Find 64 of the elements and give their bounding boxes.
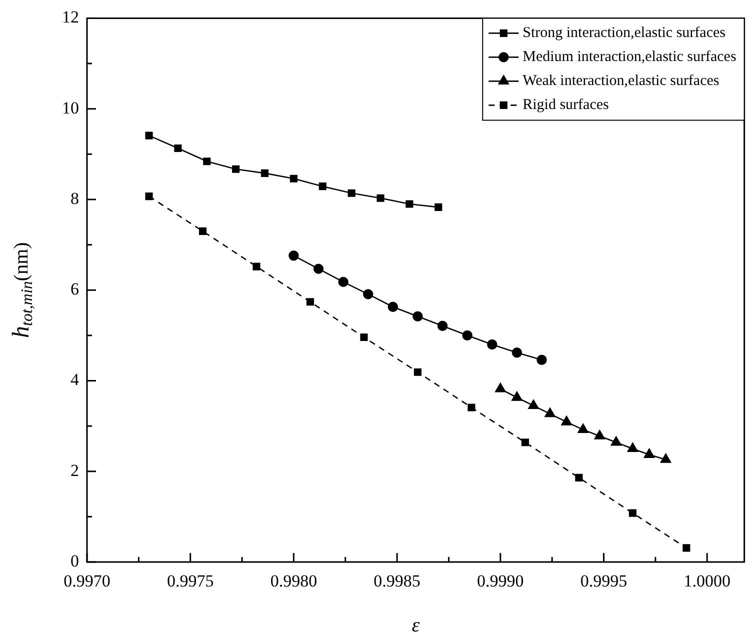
legend-label: Strong interaction,elastic surfaces [522,25,726,42]
y-tick-label: 4 [70,370,80,390]
point [561,416,572,426]
point [521,438,529,446]
point [338,276,348,288]
legend-label: Rigid surfaces [522,97,610,114]
point [145,132,153,140]
point [232,165,240,173]
point [288,250,299,261]
point [363,289,374,300]
point [437,320,448,331]
x-tick-label: 1.0000 [684,572,730,591]
x-tick-label: 0.9990 [477,572,524,591]
point [628,509,636,517]
point [610,436,622,446]
x-tick-label: 0.9985 [374,572,420,591]
point [528,400,539,410]
point [660,453,672,463]
point [575,474,583,482]
point [512,391,522,401]
point [203,158,211,166]
point [260,169,269,177]
point [252,262,260,270]
point [406,200,414,208]
y-tick-label: 12 [62,8,79,27]
legend-label: Weak interaction,elastic surfaces [522,73,720,90]
point [536,354,547,365]
x-axis-title: ε [412,614,420,636]
x-tick-label: 0.9970 [64,572,110,591]
point [468,404,476,412]
point [145,192,153,200]
point [682,544,690,552]
y-tick-label: 2 [70,460,79,480]
point [376,194,384,202]
point [306,298,314,306]
point [578,424,588,434]
x-tick-label: 0.9995 [580,572,628,591]
point [544,408,556,418]
point [318,182,326,190]
y-tick-label: 10 [62,98,79,118]
point [434,203,442,211]
y-tick-label: 6 [70,280,79,299]
point [594,430,605,440]
y-axis-title: htot,min(nm) [8,242,36,338]
point [462,330,472,341]
y-tick-label: 0 [70,551,79,570]
x-tick-label: 0.9975 [166,572,214,591]
point [198,227,207,235]
point [388,302,398,312]
point [360,333,368,342]
point [512,348,522,358]
point [495,382,506,392]
point [627,442,638,452]
point [313,264,324,274]
point [348,189,356,197]
x-tick-label: 0.9980 [270,572,318,591]
point [290,174,298,182]
y-tick-label: 8 [70,188,79,208]
point [174,144,182,152]
point [412,311,423,322]
point [487,339,498,350]
point [414,368,422,376]
point [644,448,655,458]
legend-label: Medium interaction,elastic surfaces [522,49,736,66]
